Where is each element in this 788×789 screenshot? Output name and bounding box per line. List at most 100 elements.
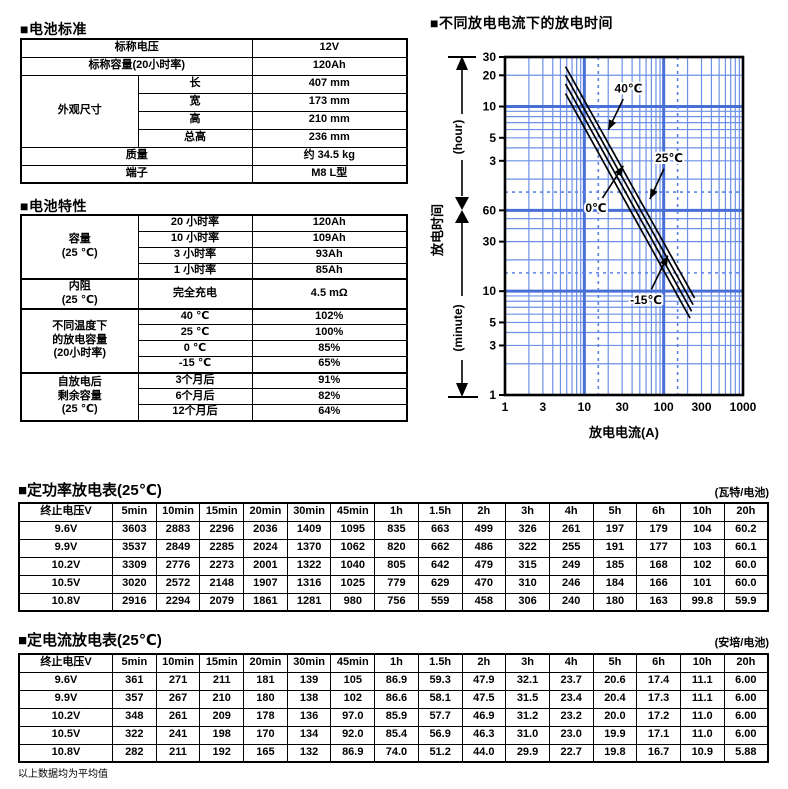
value-cell: 2285 (199, 538, 245, 558)
value-cell: 1409 (286, 520, 332, 540)
y-unit-minute: (minute) (451, 304, 465, 351)
table-row: 6个月后 82% (21, 388, 408, 405)
table-row: 内阻 (25 ℃) 完全充电 4.5 mΩ (20, 278, 408, 309)
x-tick-label: 1 (502, 400, 509, 414)
value-cell: 1322 (286, 556, 332, 576)
value-cell: 16.7 (636, 743, 681, 763)
row-label: 1 小时率 (137, 262, 253, 280)
value-cell: 779 (374, 574, 419, 594)
time-header-cell: 1h (374, 653, 419, 673)
value-cell: 2883 (155, 520, 201, 540)
value-cell: 192 (199, 743, 245, 763)
row-label: 3个月后 (137, 371, 253, 389)
standard-section-title: ■电池标准 (20, 21, 87, 37)
value-cell: 29.9 (505, 743, 550, 763)
value-cell: 1062 (330, 538, 376, 558)
table-row: 标称电压 12V (20, 38, 408, 58)
value-cell: 261 (155, 707, 201, 727)
row-value: 93Ah (251, 246, 408, 264)
value-cell: 104 (679, 520, 725, 540)
value-cell: 663 (417, 520, 463, 540)
value-cell: 662 (417, 538, 463, 558)
spec-label: 端子 (20, 164, 253, 184)
value-cell: 74.0 (374, 743, 419, 763)
value-cell: 6.00 (723, 689, 769, 709)
time-header-cell: 10min (155, 653, 201, 673)
value-cell: 271 (155, 671, 201, 691)
value-cell: 348 (112, 707, 157, 727)
time-header-cell: 10min (155, 502, 201, 522)
voltage-header-cell: 终止电压V (18, 502, 113, 522)
value-cell: 820 (374, 538, 419, 558)
table-row: 9.9V 357 267 210 180 138 102 86.6 58.1 47.5 31.5 23… (18, 689, 769, 709)
group-label: 容量 (25 ℃) (20, 214, 139, 280)
value-cell: 282 (112, 743, 157, 763)
value-cell: 47.5 (461, 689, 507, 709)
value-cell: 46.9 (461, 707, 507, 727)
value-cell: 1281 (286, 592, 332, 612)
value-cell: 3020 (112, 574, 157, 594)
value-cell: 756 (374, 592, 419, 612)
value-cell: 97.0 (330, 707, 376, 727)
value-cell: 17.4 (636, 671, 681, 691)
value-cell: 211 (155, 743, 201, 763)
value-cell: 322 (112, 725, 157, 745)
value-cell: 60.0 (723, 556, 769, 576)
current-table-header: ■定电流放电表(25℃) (安培/电池) (18, 629, 769, 650)
spec-sublabel: 长 (137, 74, 253, 94)
value-cell: 59.9 (723, 592, 769, 612)
value-cell: 185 (592, 556, 638, 576)
group-label: 自放电后 剩余容量 (25 ℃) (20, 371, 139, 421)
time-header-cell: 45min (330, 653, 376, 673)
value-cell: 198 (199, 725, 245, 745)
value-cell: 31.5 (505, 689, 550, 709)
table-row: 10.5V 3020 2572 2148 1907 1316 1025 779 629 470 31… (18, 574, 769, 594)
table-row: 外观尺寸 长 407 mm (20, 74, 408, 148)
time-header-cell: 5h (592, 653, 638, 673)
group-label: 不同温度下 的放电容量 (20小时率) (20, 307, 139, 373)
x-tick-label: 30 (616, 400, 630, 414)
value-cell: 58.1 (417, 689, 463, 709)
row-value: 102% (251, 307, 408, 325)
time-header-cell: 5min (112, 653, 157, 673)
annotation-arrow (650, 255, 669, 290)
value-cell: 805 (374, 556, 419, 576)
value-cell: 59.3 (417, 671, 463, 691)
table-row: 9.9V 3537 2849 2285 2024 1370 1062 820 662 486 322… (18, 538, 769, 558)
value-cell: 249 (548, 556, 594, 576)
value-cell: 23.4 (548, 689, 594, 709)
power-table-unit-note: (瓦特/电池) (714, 487, 769, 499)
value-cell: 178 (243, 707, 288, 727)
time-header-cell: 5min (112, 502, 157, 522)
value-cell: 60.0 (723, 574, 769, 594)
value-cell: 180 (243, 689, 288, 709)
row-value: 65% (251, 356, 408, 373)
row-label: 3 小时率 (137, 246, 253, 264)
y-tick-label: 3 (489, 154, 496, 168)
time-header-cell: 4h (548, 653, 594, 673)
value-cell: 315 (505, 556, 550, 576)
time-header-cell: 10h (679, 502, 725, 522)
value-cell: 255 (548, 538, 594, 558)
chart-title: ■不同放电电流下的放电时间 (430, 15, 613, 31)
row-label: 20 小时率 (137, 214, 253, 232)
value-cell: 486 (461, 538, 507, 558)
value-cell: 103 (679, 538, 725, 558)
value-cell: 1316 (286, 574, 332, 594)
spec-sublabel: 宽 (137, 92, 253, 112)
y-tick-label: 5 (489, 131, 496, 145)
value-cell: 197 (592, 520, 638, 540)
value-cell: 31.0 (505, 725, 550, 745)
value-cell: 559 (417, 592, 463, 612)
series-label: 25℃ (655, 151, 683, 165)
spec-sublabel: 总高 (137, 128, 253, 148)
value-cell: 51.2 (417, 743, 463, 763)
value-cell: 306 (505, 592, 550, 612)
annotation-arrow (649, 168, 665, 200)
value-cell: 23.7 (548, 671, 594, 691)
value-cell: 20.4 (592, 689, 638, 709)
row-label: 12个月后 (137, 404, 253, 421)
value-cell: 138 (286, 689, 332, 709)
row-label: 6个月后 (137, 388, 253, 405)
